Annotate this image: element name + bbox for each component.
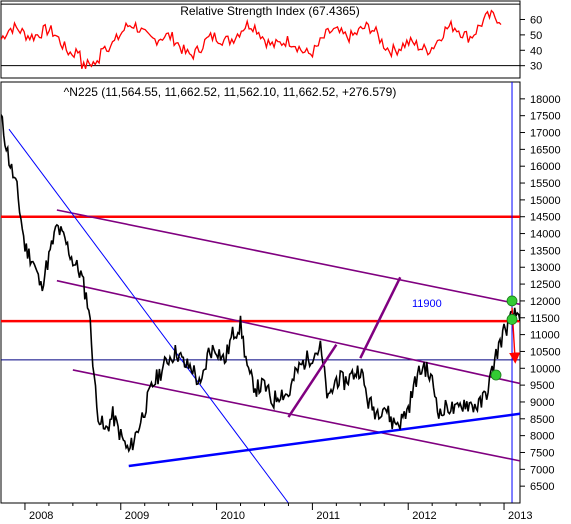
trend-line: [8, 128, 289, 503]
price-y-tick-label: 7000: [530, 464, 554, 476]
price-y-tick-label: 10500: [530, 346, 561, 358]
x-tick-label: 2009: [125, 510, 149, 522]
rsi-panel: Relative Strength Index (67.4365) 30 40 50…: [0, 0, 542, 79]
signal-markers: [490, 295, 518, 381]
rsi-title: Relative Strength Index (67.4365): [180, 4, 359, 18]
price-title: ^N225 (11,564.55, 11,662.52, 11,562.10, …: [64, 85, 397, 99]
rsi-reference-lines: [1, 3, 520, 67]
price-y-tick-label: 6500: [530, 481, 554, 493]
price-y-tick-label: 9000: [530, 397, 554, 409]
price-y-tick-label: 18000: [530, 94, 561, 106]
price-y-tick-label: 15500: [530, 178, 561, 190]
price-y-tick-label: 9500: [530, 380, 554, 392]
signal-marker: [490, 369, 502, 381]
price-y-tick-label: 13000: [530, 262, 561, 274]
channel-width-line: [287, 344, 338, 418]
price-y-tick-label: 8000: [530, 431, 554, 443]
rsi-y-tick-label: 60: [530, 14, 542, 26]
price-y-tick-label: 10000: [530, 363, 561, 375]
price-y-tick-label: 12500: [530, 279, 561, 291]
rsi-y-tick-label: 50: [530, 30, 542, 42]
price-panel: ^N225 (11,564.55, 11,662.52, 11,562.10, …: [0, 81, 561, 504]
x-tick-label: 2008: [29, 510, 53, 522]
price-y-tick-label: 11500: [530, 313, 560, 325]
rsi-series-line: [1, 9, 502, 69]
trend-line: [128, 412, 520, 468]
price-y-tick-label: 16000: [530, 161, 561, 173]
rsi-y-tick-label: 30: [530, 61, 542, 73]
trend-line: [56, 279, 520, 385]
price-y-tick-label: 12000: [530, 296, 561, 308]
x-tick-label: 2010: [221, 510, 245, 522]
x-tick-label: 2011: [316, 510, 340, 522]
channel-width-line: [359, 276, 402, 359]
price-y-tick-label: 16500: [530, 144, 561, 156]
trend-line: [72, 369, 520, 462]
price-series-line: [1, 114, 520, 454]
price-y-tick-label: 14500: [530, 212, 561, 224]
price-y-tick-label: 13500: [530, 245, 561, 257]
price-y-tick-label: 7500: [530, 447, 554, 459]
annotation-11900: 11900: [412, 298, 442, 310]
price-y-axis: 6500 7000 7500 8000 8500 9000 9500 10000 10500 11…: [520, 94, 561, 493]
x-tick-label: 2012: [412, 510, 436, 522]
signal-marker: [506, 314, 518, 325]
price-y-tick-label: 8500: [530, 414, 554, 426]
price-y-tick-label: 14000: [530, 229, 561, 241]
x-axis: 2008 2009 2010 2011 2012 2013: [1, 502, 533, 522]
price-y-tick-label: 17500: [530, 111, 561, 123]
price-y-tick-label: 17000: [530, 128, 561, 140]
signal-marker: [506, 295, 518, 307]
rsi-y-tick-label: 40: [530, 45, 542, 57]
rsi-y-axis: 30 40 50 60: [520, 14, 542, 73]
price-y-tick-label: 15000: [530, 195, 561, 207]
trend-line: [56, 209, 520, 306]
price-y-tick-label: 11000: [530, 330, 560, 342]
x-tick-label: 2013: [508, 510, 532, 522]
trend-lines: [8, 128, 520, 503]
